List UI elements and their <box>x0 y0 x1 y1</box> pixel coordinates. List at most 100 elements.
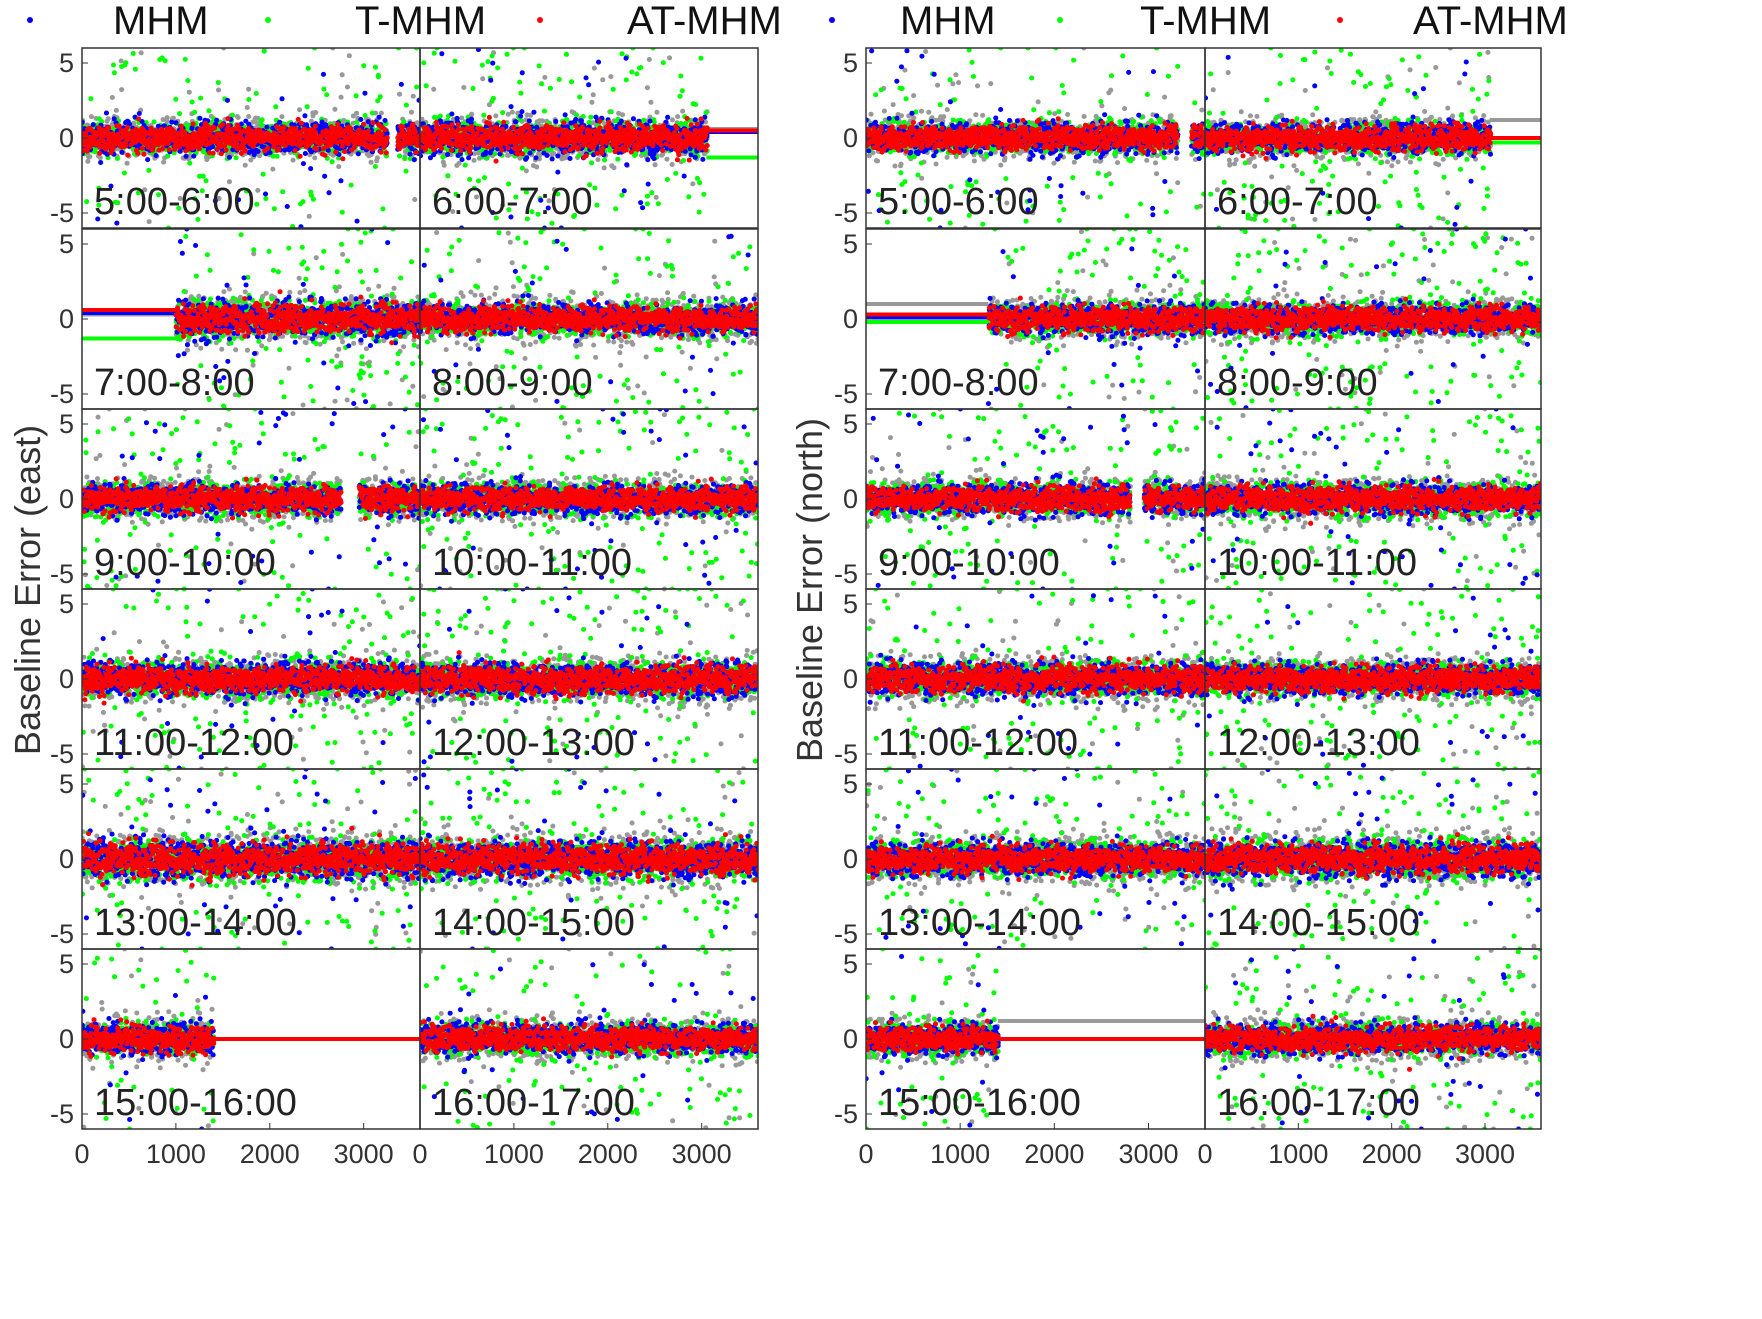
x-tick-label: 3000 <box>1455 1139 1515 1169</box>
y-tick-label: -5 <box>834 739 858 769</box>
y-tick-label: -5 <box>834 1099 858 1129</box>
panel-frame <box>419 47 759 229</box>
y-tick-label: 0 <box>843 484 858 514</box>
legend-label-t-mhm: T-MHM <box>355 0 486 43</box>
panel-time-label: 15:00-16:00 <box>94 1082 297 1124</box>
y-tick-label: 5 <box>59 949 74 979</box>
panel-frame <box>419 948 759 1130</box>
y-tick-label: 5 <box>59 229 74 259</box>
panel-6:00-7:00: 6:00-7:00 <box>419 47 759 229</box>
chart-east: MHM T-MHM AT-MHM Baseline Error (east) 5:00-… <box>7 0 782 1169</box>
panel-6:00-7:00: 6:00-7:00 <box>1204 47 1542 229</box>
panel-13:00-14:00: 13:00-14:00 -5 0 5 <box>50 768 421 950</box>
y-tick-label: -5 <box>50 739 74 769</box>
panel-time-label: 10:00-11:00 <box>1217 542 1417 584</box>
y-tick-label: -5 <box>50 919 74 949</box>
panel-time-label: 5:00-6:00 <box>878 181 1039 223</box>
y-tick-label: -5 <box>50 379 74 409</box>
x-tick-label: 0 <box>1197 1139 1212 1169</box>
series-red-points <box>82 476 420 521</box>
y-tick-label: 0 <box>843 844 858 874</box>
panel-7:00-8:00: 7:00-8:00 -5 0 5 <box>834 228 1206 410</box>
panel-time-label: 6:00-7:00 <box>432 181 593 223</box>
legend-label-t-mhm: T-MHM <box>1140 0 1271 43</box>
series-red-points <box>1205 658 1541 702</box>
panel-time-label: 13:00-14:00 <box>94 902 297 944</box>
panel-frame <box>1204 47 1542 229</box>
legend-label-mhm: MHM <box>113 0 209 43</box>
x-tick-label: 2000 <box>578 1139 638 1169</box>
panel-14:00-15:00: 14:00-15:00 <box>419 768 759 950</box>
x-tick-label: 2000 <box>1362 1139 1422 1169</box>
panel-time-label: 12:00-13:00 <box>432 722 635 764</box>
panel-16:00-17:00: 16:00-17:000 1000 2000 3000 <box>1197 948 1542 1169</box>
series-red-points <box>420 297 758 341</box>
x-tick-label: 0 <box>412 1139 427 1169</box>
panel-time-label: 16:00-17:00 <box>1217 1082 1420 1124</box>
x-tick-label: 0 <box>74 1139 89 1169</box>
panel-data <box>1205 229 1541 409</box>
y-tick-label: -5 <box>834 559 858 589</box>
x-tick-label: 3000 <box>1118 1139 1178 1169</box>
panel-13:00-14:00: 13:00-14:00 -5 0 5 <box>834 768 1206 950</box>
chart-north: MHM T-MHM AT-MHM Baseline Error (north) 5:00… <box>789 0 1568 1169</box>
y-tick-label: 0 <box>843 664 858 694</box>
panel-data <box>1205 949 1541 1129</box>
panel-9:00-10:00: 9:00-10:00 -5 0 5 <box>834 408 1206 590</box>
y-tick-label: 0 <box>59 123 74 153</box>
y-tick-label: 5 <box>843 409 858 439</box>
legend-marker-t-mhm <box>265 17 271 23</box>
panel-data <box>866 229 1205 409</box>
y-tick-label: 0 <box>843 1024 858 1054</box>
y-tick-label: 0 <box>843 304 858 334</box>
x-tick-label: 2000 <box>240 1139 300 1169</box>
panel-time-label: 8:00-9:00 <box>1217 362 1378 404</box>
panel-time-label: 10:00-11:00 <box>432 542 632 584</box>
x-tick-label: 0 <box>858 1139 873 1169</box>
panel-11:00-12:00: 11:00-12:00 -5 0 5 <box>834 588 1206 770</box>
x-tick-label: 1000 <box>1268 1139 1328 1169</box>
panel-12:00-13:00: 12:00-13:00 <box>419 588 759 770</box>
y-tick-label: 0 <box>59 664 74 694</box>
y-tick-label: -5 <box>834 919 858 949</box>
panel-time-label: 9:00-10:00 <box>94 542 276 584</box>
panel-data <box>1205 769 1541 949</box>
legend-marker-mhm <box>829 17 835 23</box>
y-tick-label: 0 <box>59 484 74 514</box>
panel-12:00-13:00: 12:00-13:00 <box>1204 588 1542 770</box>
legend: MHM T-MHM AT-MHM <box>27 0 782 43</box>
panel-16:00-17:00: 16:00-17:000 1000 2000 3000 <box>412 948 759 1169</box>
panel-time-label: 8:00-9:00 <box>432 362 593 404</box>
y-tick-label: 0 <box>59 1024 74 1054</box>
y-tick-label: 5 <box>843 589 858 619</box>
legend-marker-mhm <box>27 17 33 23</box>
y-tick-label: -5 <box>834 379 858 409</box>
y-tick-label: 5 <box>59 48 74 78</box>
y-tick-label: 5 <box>843 769 858 799</box>
x-tick-label: 1000 <box>930 1139 990 1169</box>
panel-time-label: 7:00-8:00 <box>878 362 1039 404</box>
panel-frame <box>1204 948 1542 1130</box>
panel-time-label: 11:00-12:00 <box>94 722 294 764</box>
panel-data <box>1205 48 1541 228</box>
panel-data <box>82 229 420 409</box>
x-tick-label: 1000 <box>484 1139 544 1169</box>
panel-10:00-11:00: 10:00-11:00 <box>419 408 759 590</box>
panel-data <box>1205 409 1541 589</box>
panel-time-label: 11:00-12:00 <box>878 722 1078 764</box>
x-tick-label: 1000 <box>146 1139 206 1169</box>
y-tick-label: 0 <box>59 304 74 334</box>
panel-8:00-9:00: 8:00-9:00 <box>1204 228 1542 410</box>
panel-time-label: 14:00-15:00 <box>1217 902 1420 944</box>
y-tick-label: -5 <box>50 198 74 228</box>
series-red-points <box>420 476 758 520</box>
legend-label-at-mhm: AT-MHM <box>627 0 782 43</box>
panel-7:00-8:00: 7:00-8:00 -5 0 5 <box>50 228 421 410</box>
panel-11:00-12:00: 11:00-12:00 -5 0 5 <box>50 588 421 770</box>
panel-time-label: 14:00-15:00 <box>432 902 635 944</box>
legend-marker-at-mhm <box>1337 17 1343 23</box>
panel-9:00-10:00: 9:00-10:00 -5 0 5 <box>50 408 421 590</box>
y-tick-label: 5 <box>843 229 858 259</box>
panel-time-label: 9:00-10:00 <box>878 542 1060 584</box>
